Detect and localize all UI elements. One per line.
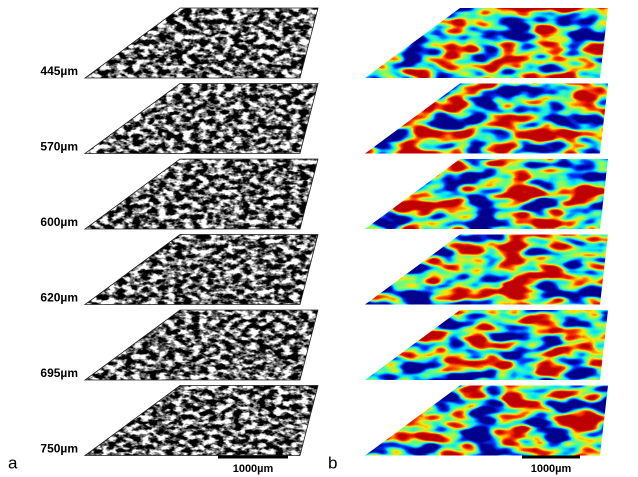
depth-label: 620µm	[40, 291, 78, 305]
slice-image	[85, 386, 318, 456]
heatmap-slice	[365, 159, 608, 229]
panel-label: b	[328, 453, 337, 472]
scale-bar-label: 1000µm	[531, 463, 572, 475]
depth-label: 570µm	[40, 140, 78, 154]
slice-image	[85, 235, 318, 305]
slice-image	[85, 8, 318, 78]
heatmap-slice	[365, 84, 608, 154]
panel-label: a	[8, 453, 18, 472]
grayscale-slice	[85, 235, 318, 305]
grayscale-slice	[85, 159, 318, 229]
heatmap-slice	[365, 386, 608, 456]
depth-label: 445µm	[40, 64, 78, 78]
figure: a b 1000µm 1000µm 445µm 570µm 600µm 620µm 69…	[0, 0, 638, 477]
depth-label: 750µm	[40, 442, 78, 456]
slice-image	[85, 310, 318, 380]
grayscale-slice	[85, 310, 318, 380]
depth-label: 695µm	[40, 366, 78, 380]
heatmap-slice	[365, 235, 608, 305]
slice-image	[365, 386, 608, 456]
slice-image	[85, 159, 318, 229]
slice-image	[365, 84, 608, 154]
grayscale-slice	[85, 8, 318, 78]
heatmap-slice	[365, 8, 608, 78]
slice-image	[365, 235, 608, 305]
heatmap-slice	[365, 310, 608, 380]
slice-image	[365, 8, 608, 78]
slice-image	[365, 159, 608, 229]
scale-bar-label: 1000µm	[233, 463, 274, 475]
slice-image	[365, 310, 608, 380]
grayscale-slice	[85, 84, 318, 154]
grayscale-slice	[85, 386, 318, 456]
slice-image	[85, 84, 318, 154]
depth-label: 600µm	[40, 215, 78, 229]
